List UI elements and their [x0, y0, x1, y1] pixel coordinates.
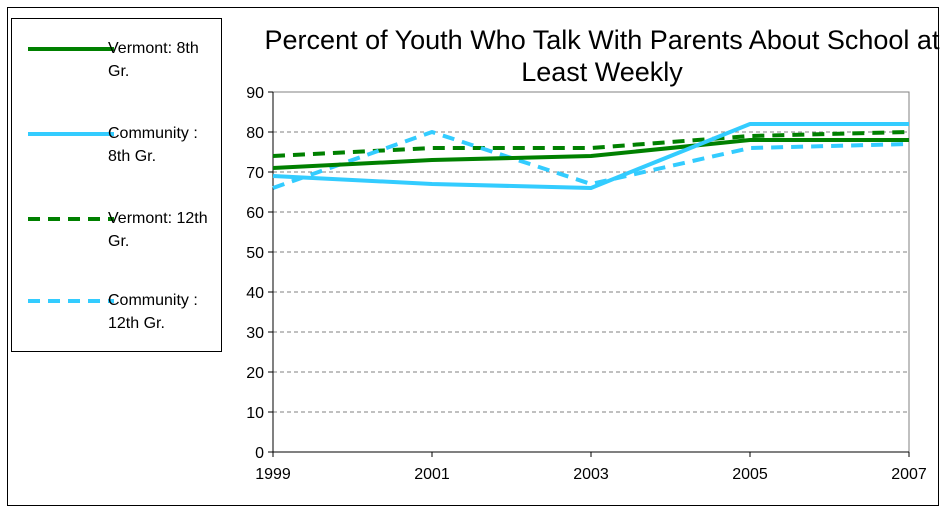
legend-item: Vermont: 12th Gr. [12, 207, 217, 263]
legend-item: Community : 12th Gr. [12, 289, 217, 345]
series-line-1 [272, 138, 909, 170]
y-tick-label: 0 [255, 445, 264, 462]
legend-item: Vermont: 8th Gr. [12, 37, 217, 93]
y-tick-label: 50 [246, 245, 264, 262]
series-line-2 [272, 122, 909, 190]
x-tick-label: 1999 [255, 466, 291, 483]
y-tick-label: 60 [246, 205, 264, 222]
legend-item: Community : 8th Gr. [12, 122, 217, 178]
legend-swatch [28, 132, 114, 136]
y-tick-label: 90 [246, 85, 264, 102]
legend-swatch [28, 299, 114, 303]
legend-label: Vermont: 12th Gr. [108, 210, 208, 250]
series-line-4 [272, 130, 910, 190]
legend-swatch [28, 47, 114, 51]
legend-swatch [28, 217, 114, 221]
y-tick-label: 80 [246, 125, 264, 142]
series-line-3 [272, 130, 910, 158]
chart-legend: Vermont: 8th Gr. Community : 8th Gr. Vermo… [11, 18, 222, 352]
y-tick-label: 70 [246, 165, 264, 182]
y-tick-label: 40 [246, 285, 264, 302]
x-tick-label: 2007 [891, 466, 927, 483]
y-tick-label: 10 [246, 405, 264, 422]
x-tick-label: 2003 [573, 466, 609, 483]
chart-title: Percent of Youth Who Talk With Parents A… [264, 25, 940, 87]
x-tick-label: 2001 [414, 466, 450, 483]
y-tick-label: 30 [246, 325, 264, 342]
legend-label: Community : 12th Gr. [108, 292, 198, 332]
legend-label: Community : 8th Gr. [108, 125, 198, 165]
x-tick-label: 2005 [732, 466, 768, 483]
legend-label: Vermont: 8th Gr. [108, 40, 199, 80]
y-tick-label: 20 [246, 365, 264, 382]
